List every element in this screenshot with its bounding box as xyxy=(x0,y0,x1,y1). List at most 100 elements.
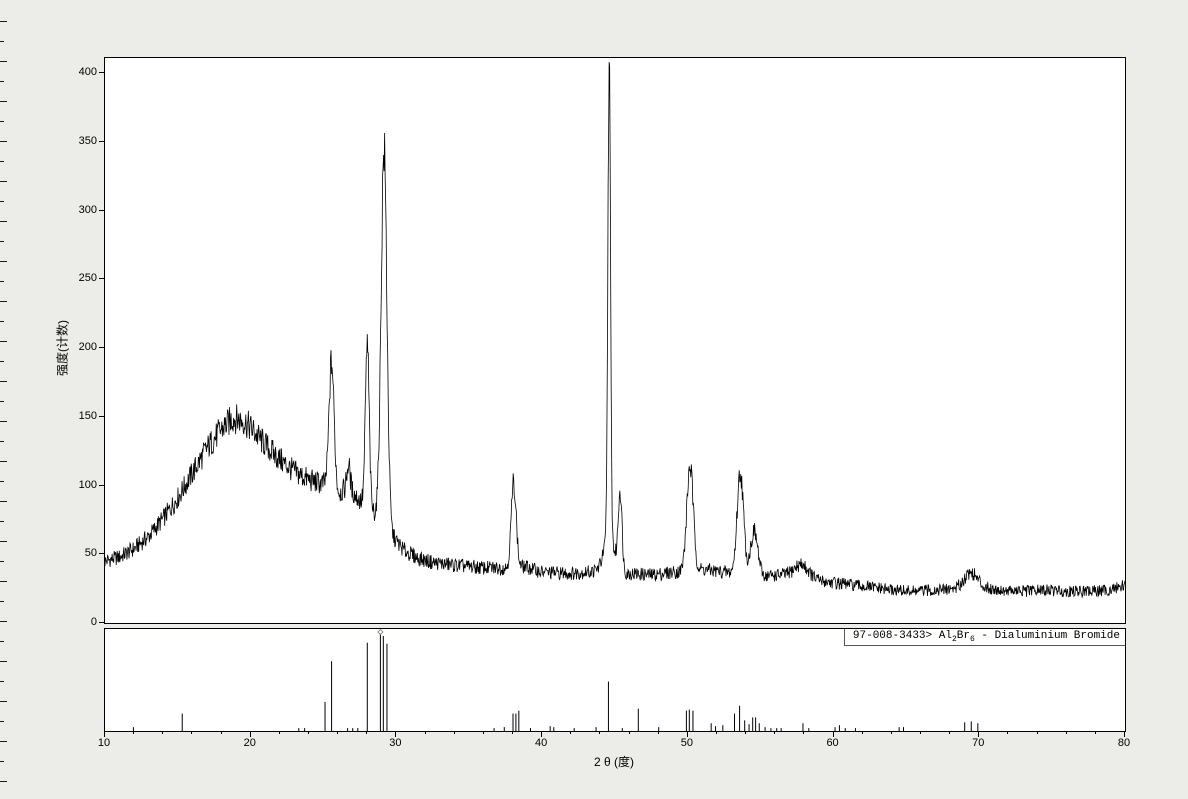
x-tick-mark xyxy=(191,731,193,734)
y-tick-mark xyxy=(99,140,104,142)
main-pattern-panel xyxy=(104,57,1126,624)
ruler-tick xyxy=(0,341,7,342)
max-intensity-marker-icon xyxy=(377,629,384,636)
x-tick-mark xyxy=(861,731,863,734)
ruler-tick xyxy=(0,161,4,162)
ruler-tick xyxy=(0,101,7,102)
ruler-tick xyxy=(0,681,4,682)
phase-label-text: - Dialuminium Bromide xyxy=(974,630,1120,642)
x-tick-mark xyxy=(716,731,717,734)
y-tick-label: 50 xyxy=(84,547,97,560)
phase-label-text: Br xyxy=(956,630,970,642)
y-tick-mark xyxy=(99,553,104,555)
ruler-tick xyxy=(0,201,4,202)
y-tick-mark xyxy=(99,484,104,486)
ruler-tick xyxy=(0,241,4,242)
ruler-tick xyxy=(0,321,4,322)
ruler-tick xyxy=(0,481,4,482)
x-tick-mark xyxy=(249,731,251,737)
ruler-tick xyxy=(0,261,7,262)
ruler-tick xyxy=(0,641,4,642)
x-tick-mark xyxy=(308,731,309,734)
y-tick-label: 350 xyxy=(78,134,97,147)
x-tick-mark xyxy=(890,731,892,734)
y-tick-mark xyxy=(99,278,104,280)
x-tick-mark xyxy=(1094,731,1096,734)
x-tick-mark xyxy=(570,731,572,734)
x-tick-mark xyxy=(453,731,455,734)
ruler-tick xyxy=(0,561,4,562)
y-tick-label: 300 xyxy=(78,203,97,216)
ruler-tick xyxy=(0,41,4,42)
ruler-tick xyxy=(0,361,4,362)
ruler-tick xyxy=(0,221,7,222)
x-tick-mark xyxy=(832,731,834,737)
ruler-tick xyxy=(0,541,7,542)
x-tick-mark xyxy=(599,731,601,734)
phase-formula-subscript: 2 xyxy=(951,635,957,645)
y-tick-label: 400 xyxy=(78,66,97,78)
ruler-tick xyxy=(0,141,7,142)
ruler-tick xyxy=(0,281,4,282)
ruler-tick xyxy=(0,401,4,402)
ruler-tick xyxy=(0,601,4,602)
x-tick-mark xyxy=(482,731,484,734)
measured-xrd-trace xyxy=(105,61,1125,599)
y-tick-mark xyxy=(99,622,104,623)
ruler-tick xyxy=(0,61,7,62)
ruler-tick xyxy=(0,381,7,382)
x-tick-mark xyxy=(774,731,776,734)
x-tick-label: 80 xyxy=(1117,737,1131,749)
x-tick-mark xyxy=(278,731,280,734)
x-tick-label: 40 xyxy=(535,737,548,749)
y-tick-mark xyxy=(99,72,104,73)
ruler-tick xyxy=(0,21,7,22)
y-axis-title: 强度(计数) xyxy=(55,320,70,376)
reference-sticks-canvas[interactable] xyxy=(105,629,1125,731)
ruler-tick xyxy=(0,621,7,622)
ruler-tick xyxy=(0,181,7,182)
y-tick-label: 250 xyxy=(78,272,97,285)
ruler-tick xyxy=(0,581,7,582)
ruler-tick xyxy=(0,521,4,522)
x-tick-mark xyxy=(1065,731,1067,734)
x-tick-label: 10 xyxy=(97,737,111,749)
ruler-tick xyxy=(0,721,4,722)
x-tick-label: 60 xyxy=(826,737,839,749)
ruler-tick xyxy=(0,461,7,462)
y-tick-label: 200 xyxy=(78,341,97,353)
x-tick-label: 50 xyxy=(680,737,693,749)
y-tick-label: 150 xyxy=(78,409,97,422)
phase-formula-subscript: 6 xyxy=(969,635,975,645)
x-tick-mark xyxy=(657,731,659,734)
x-axis-title: 2 θ (度) xyxy=(593,755,635,769)
x-tick-mark xyxy=(395,731,397,737)
x-tick-mark xyxy=(1007,731,1009,734)
reference-pattern-panel: 97-008-3433> Al2Br6 - Dialuminium Bromid… xyxy=(104,628,1126,732)
ruler-tick xyxy=(0,81,4,82)
x-tick-mark xyxy=(220,731,222,734)
y-tick-mark xyxy=(99,347,104,348)
x-tick-mark xyxy=(803,731,805,734)
reference-phase-label: 97-008-3433> Al2Br6 - Dialuminium Bromid… xyxy=(843,629,1125,646)
x-tick-mark xyxy=(1036,731,1038,734)
x-tick-mark xyxy=(104,731,105,737)
x-tick-mark xyxy=(1124,731,1125,737)
measured-pattern-canvas[interactable] xyxy=(105,58,1125,623)
x-tick-mark xyxy=(686,731,688,737)
ruler-tick xyxy=(0,301,7,302)
phase-label-text: 97-008-3433> Al xyxy=(852,630,952,642)
ruler-tick xyxy=(0,781,7,782)
x-tick-mark xyxy=(920,731,921,734)
x-tick-mark xyxy=(978,731,980,737)
x-tick-mark xyxy=(424,731,426,734)
x-tick-mark xyxy=(512,731,513,734)
x-tick-mark xyxy=(337,731,339,734)
x-tick-mark xyxy=(133,731,135,734)
x-tick-mark xyxy=(949,731,951,734)
y-tick-label: 0 xyxy=(90,616,97,628)
ruler-tick xyxy=(0,741,7,742)
x-tick-mark xyxy=(745,731,747,734)
y-tick-label: 100 xyxy=(78,478,97,491)
